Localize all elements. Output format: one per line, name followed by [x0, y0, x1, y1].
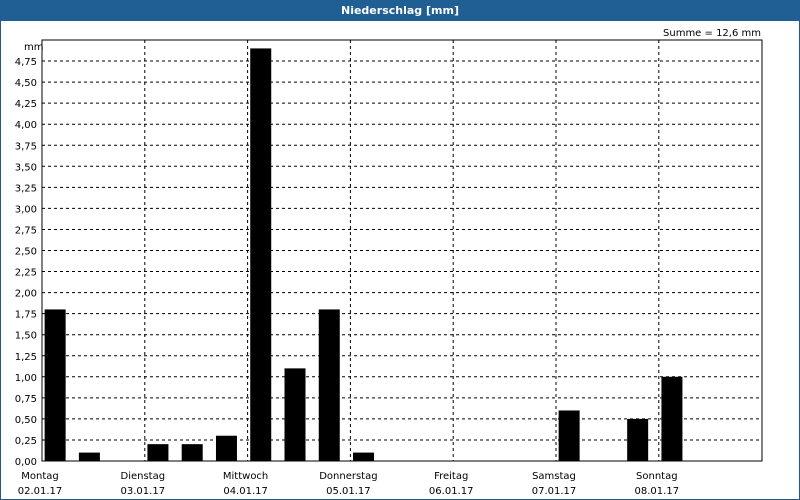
- y-axis-label: mm: [24, 42, 43, 53]
- sum-annotation: Summe = 12,6 mm: [663, 28, 761, 39]
- x-date-label: 02.01.17: [18, 486, 63, 497]
- x-day-label: Freitag: [434, 471, 468, 482]
- bar: [353, 452, 375, 461]
- bars: [44, 48, 683, 462]
- x-day-label: Samstag: [532, 471, 576, 482]
- plot-area: [41, 39, 763, 462]
- x-date-label: 05.01.17: [326, 486, 371, 497]
- y-tick-label: 3,75: [15, 141, 37, 152]
- bar: [284, 368, 306, 461]
- bar: [44, 309, 66, 461]
- y-tick-label: 2,75: [15, 225, 37, 236]
- x-day-label: Donnerstag: [319, 471, 377, 482]
- x-date-label: 06.01.17: [429, 486, 474, 497]
- bar: [627, 418, 649, 461]
- bar: [558, 410, 580, 461]
- x-date-label: 03.01.17: [121, 486, 166, 497]
- y-tick-label: 4,00: [15, 120, 37, 131]
- y-tick-label: 1,25: [15, 352, 37, 363]
- y-tick-label: 3,50: [15, 162, 37, 173]
- x-date-label: 07.01.17: [532, 486, 577, 497]
- y-tick-label: 1,75: [15, 310, 37, 321]
- bar: [181, 444, 203, 461]
- y-tick-label: 4,75: [15, 57, 37, 68]
- x-day-label: Montag: [21, 471, 58, 482]
- grid: [42, 40, 762, 461]
- y-tick-label: 4,25: [15, 99, 37, 110]
- y-tick-label: 1,50: [15, 331, 37, 342]
- y-tick-label: 0,25: [15, 436, 37, 447]
- x-tick-labels: Montag 02.01.17 Dienstag 03.01.17 Mittwoch 04…: [18, 471, 679, 497]
- y-tick-label: 0,75: [15, 394, 37, 405]
- y-tick-label: 2,25: [15, 268, 37, 279]
- x-date-label: 08.01.17: [635, 486, 680, 497]
- bar: [78, 452, 100, 461]
- bar: [318, 309, 340, 461]
- y-tick-labels: 0,00 0,25 0,50 0,75 1,00 1,25 1,50 1,75 2,00 2,25…: [15, 57, 37, 468]
- bar: [215, 435, 237, 461]
- x-day-label: Dienstag: [121, 471, 166, 482]
- y-tick-label: 4,50: [15, 78, 37, 89]
- y-tick-label: 2,00: [15, 289, 37, 300]
- x-day-label: Sonntag: [636, 471, 678, 482]
- bar: [661, 376, 683, 461]
- x-date-label: 04.01.17: [223, 486, 268, 497]
- bar: [147, 444, 169, 461]
- y-tick-label: 3,25: [15, 183, 37, 194]
- x-day-label: Mittwoch: [223, 471, 268, 482]
- bar: [250, 48, 272, 462]
- y-tick-label: 0,00: [15, 457, 37, 468]
- window-title: Niederschlag [mm]: [0, 0, 800, 21]
- y-tick-label: 3,00: [15, 204, 37, 215]
- y-tick-label: 0,50: [15, 415, 37, 426]
- y-tick-label: 2,50: [15, 247, 37, 258]
- y-tick-label: 1,00: [15, 373, 37, 384]
